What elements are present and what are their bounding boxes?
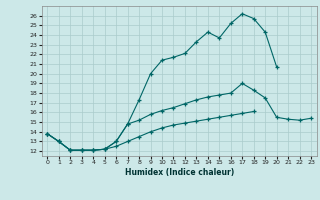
X-axis label: Humidex (Indice chaleur): Humidex (Indice chaleur) (124, 168, 234, 177)
